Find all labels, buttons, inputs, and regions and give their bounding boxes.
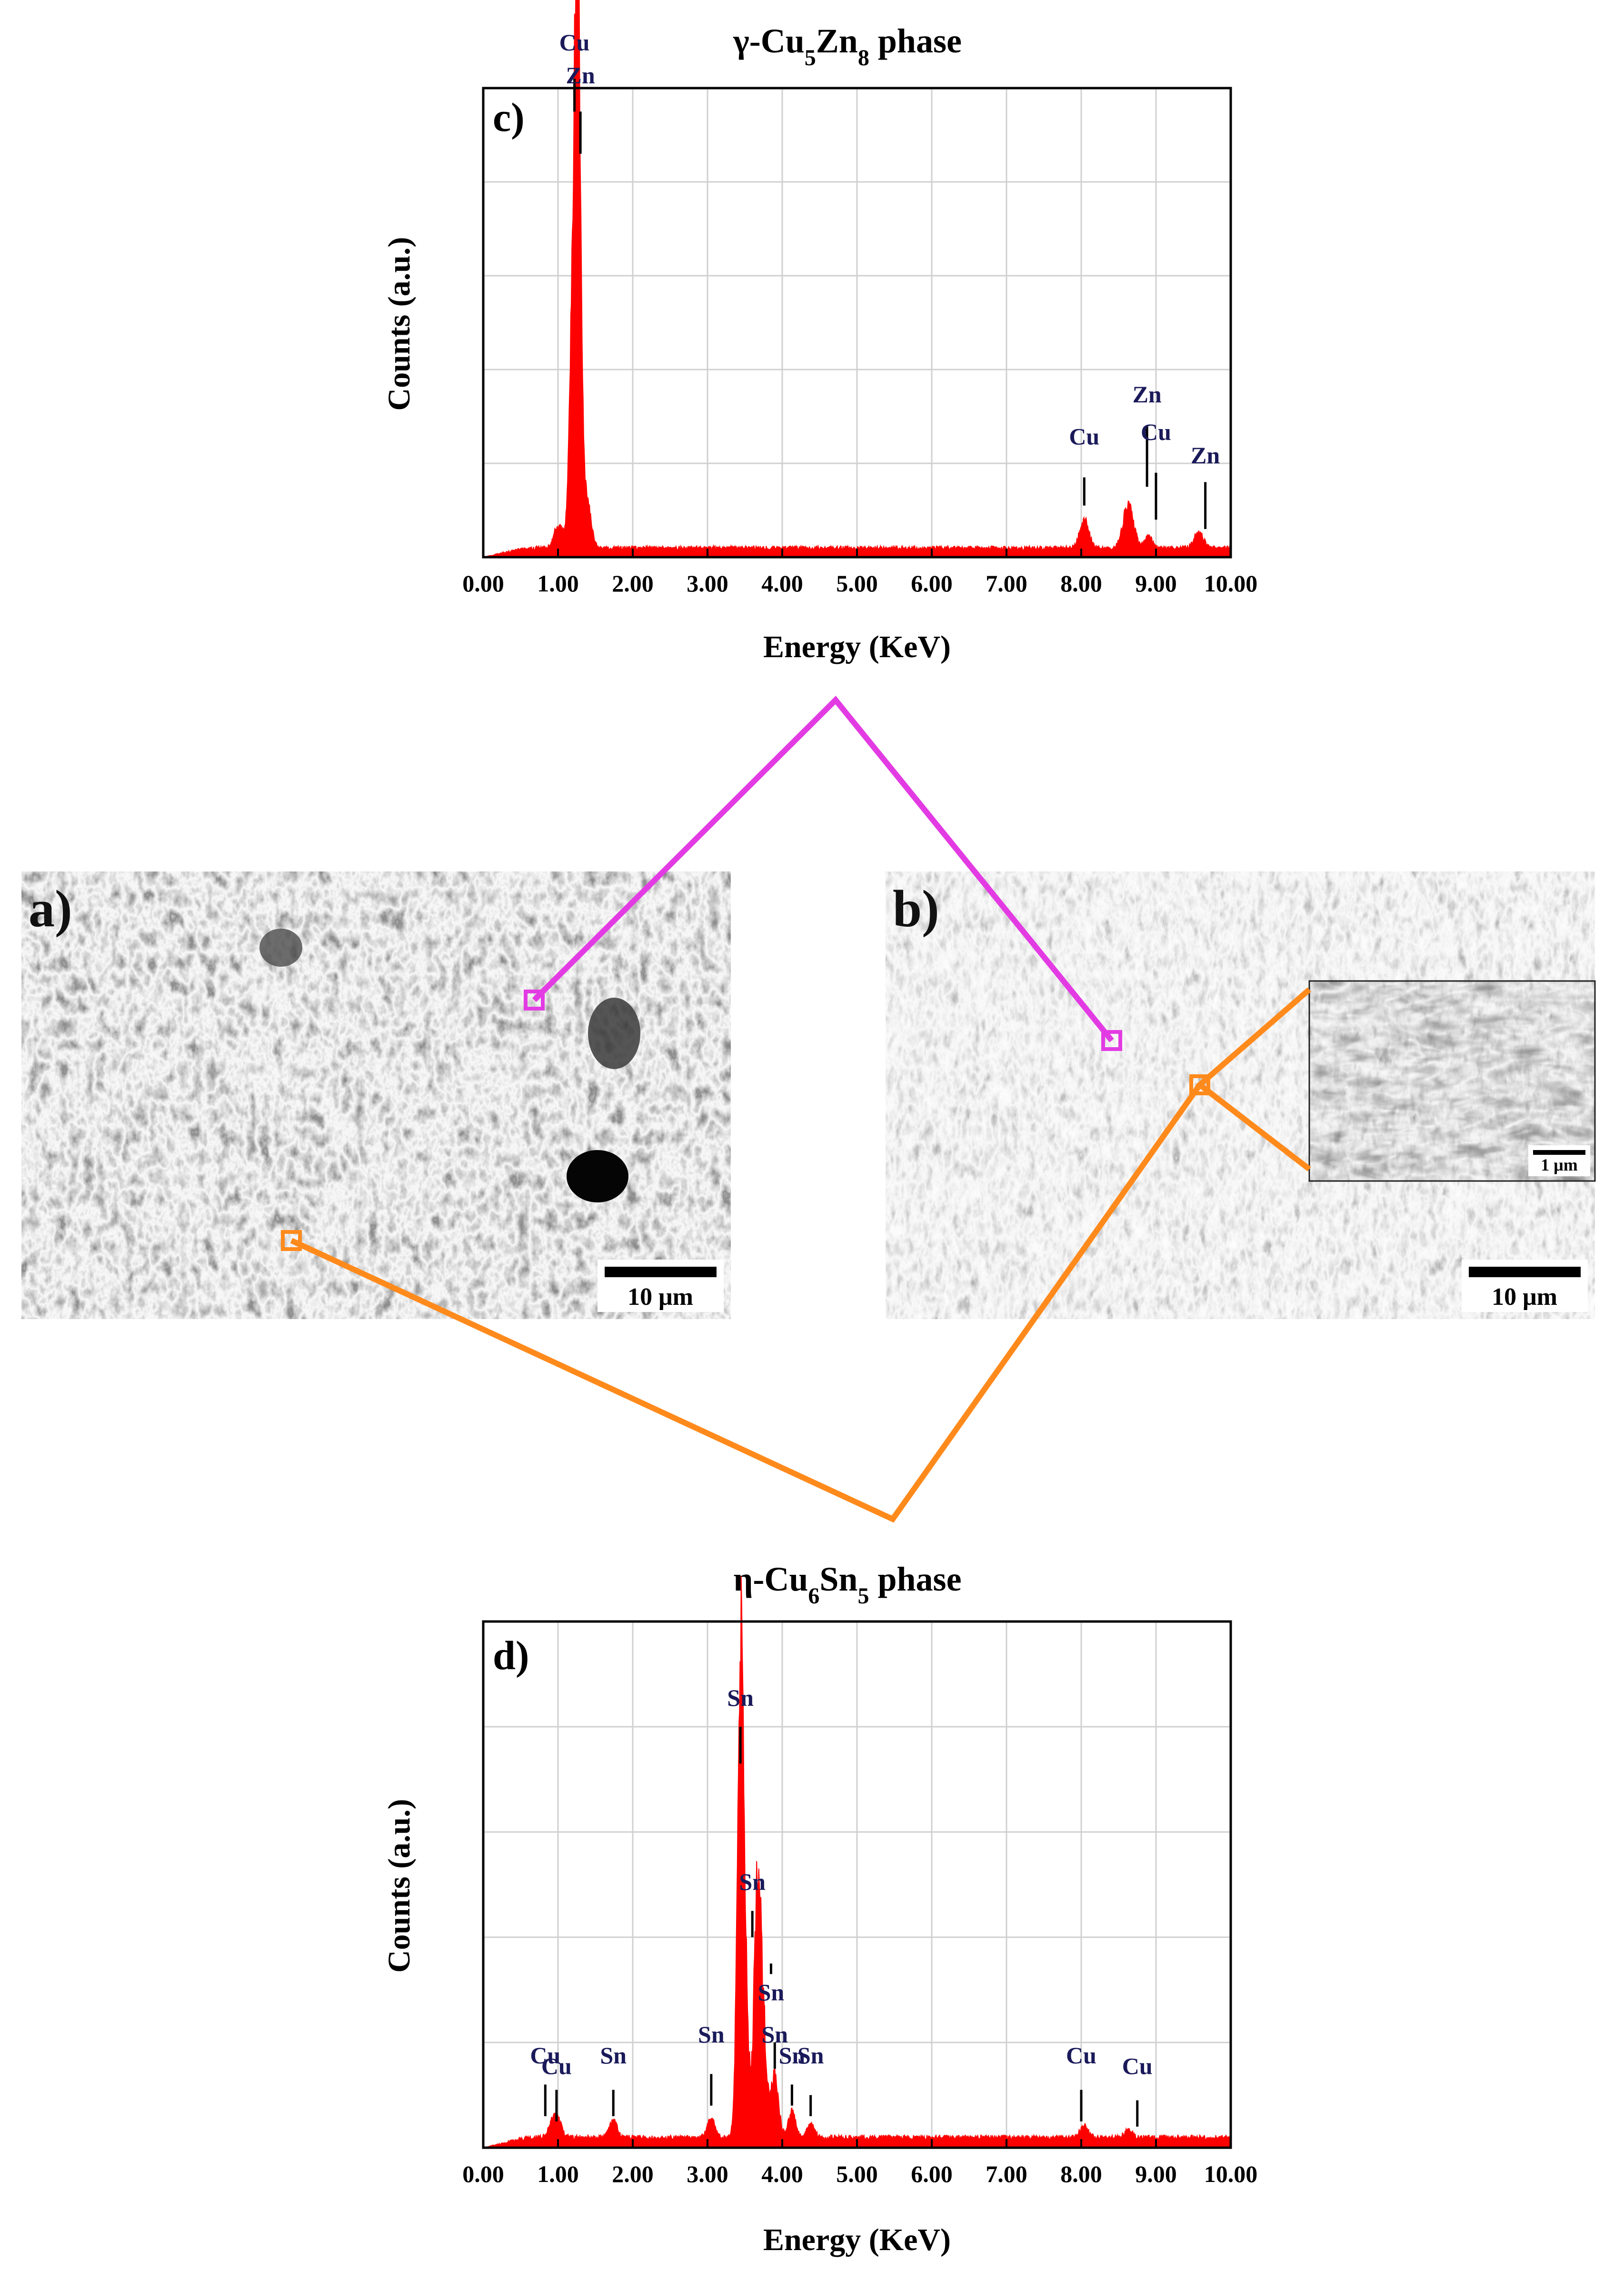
chart-d-peak-label: Sn	[761, 2021, 788, 2048]
eta-connector	[281, 987, 1311, 1523]
gamma-marker-b	[1101, 1030, 1122, 1051]
gamma-connector	[524, 696, 1122, 1051]
chart-d-panel-letter: d)	[493, 1632, 529, 1678]
chart-d-peak-label: Sn	[739, 1869, 766, 1895]
chart-c-spectrum	[483, 0, 1231, 558]
chart-d-peak-label: Sn	[727, 1684, 754, 1711]
chart-d-xtick-label: 8.00	[1060, 2161, 1102, 2187]
chart-d-xtick-label: 2.00	[612, 2161, 654, 2187]
chart-d-xtick-label: 10.00	[1204, 2161, 1258, 2187]
chart-d-peak-label: Sn	[758, 1979, 785, 2006]
sem-a-scalebar	[605, 1267, 717, 1277]
sem-image-a: a) 10 μm	[21, 871, 731, 1319]
chart-c-grid	[483, 88, 1231, 557]
chart-d-grid	[483, 1621, 1231, 2148]
chart-c-xtick-label: 4.00	[761, 570, 803, 597]
chart-d-title: η-Cu6Sn5 phase	[733, 1560, 961, 1609]
sem-a-scalebar-label: 10 μm	[628, 1283, 693, 1311]
chart-d-xtick-label: 7.00	[986, 2161, 1027, 2187]
chart-d-xlabel: Energy (KeV)	[763, 2222, 951, 2257]
chart-d-peak-label: Sn	[698, 2021, 725, 2048]
sem-a-pore	[567, 1150, 628, 1202]
chart-c-xtick-label: 2.00	[612, 570, 654, 597]
chart-d-xtick-label: 6.00	[911, 2161, 953, 2187]
chart-c-peak-labels: Cu Zn Cu Zn Cu Zn	[559, 29, 1220, 529]
chart-c-xtick-label: 8.00	[1060, 570, 1102, 597]
sem-b-scalebar-label: 10 μm	[1492, 1283, 1557, 1311]
chart-d: η-Cu6Sn5 phase d) 0.00 1.00 2.00 3.00 4.00 5.…	[382, 1560, 1257, 2257]
chart-d-xtick-label: 0.00	[462, 2161, 504, 2187]
chart-d-xtick-label: 4.00	[761, 2161, 803, 2187]
chart-d-peak-label: Sn	[600, 2042, 627, 2069]
chart-d-xtick-label: 9.00	[1135, 2161, 1177, 2187]
chart-c-peak-label: Zn	[566, 62, 595, 89]
eta-marker-b	[1189, 1074, 1210, 1095]
chart-c-xtick-label: 10.00	[1204, 570, 1258, 597]
sem-b-scalebar	[1469, 1267, 1581, 1277]
chart-d-peak-label: Cu	[530, 2042, 560, 2069]
chart-d-peak-label: Cu	[541, 2052, 572, 2079]
chart-c-panel-letter: c)	[493, 94, 525, 140]
sem-a-letter: a)	[29, 880, 72, 938]
chart-d-xtick-label: 3.00	[687, 2161, 728, 2187]
chart-c-ticks: 0.00 1.00 2.00 3.00 4.00 5.00 6.00 7.00 8.00 9.00…	[462, 549, 1257, 597]
eta-marker-a	[281, 1230, 302, 1251]
sem-image-b: 1 μm b) 10 μm	[886, 871, 1596, 1319]
chart-c-peak-label: Zn	[1191, 442, 1220, 469]
chart-d-spectrum	[483, 1576, 1231, 2148]
chart-c: γ-Cu5Zn8 phase c) 0.00 1.00 2.00 3.00 4.00 5.…	[382, 0, 1257, 664]
chart-d-peak-label: Sn	[779, 2042, 806, 2069]
chart-c-peak-label: Zn	[1133, 381, 1162, 408]
chart-d-xtick-label: 5.00	[836, 2161, 878, 2187]
chart-c-xtick-label: 1.00	[537, 570, 579, 597]
chart-c-peak-label: Cu	[559, 29, 590, 56]
chart-d-peak-label: Cu	[1122, 2052, 1153, 2079]
chart-c-ylabel: Counts (a.u.)	[382, 237, 417, 411]
chart-c-xtick-label: 3.00	[687, 570, 728, 597]
chart-c-peak-label: Cu	[1141, 419, 1171, 445]
chart-d-ylabel: Counts (a.u.)	[382, 1799, 417, 1973]
gamma-marker-a	[524, 990, 545, 1011]
chart-c-xtick-label: 5.00	[836, 570, 878, 597]
chart-c-xtick-label: 6.00	[911, 570, 953, 597]
chart-c-xtick-label: 7.00	[986, 570, 1027, 597]
chart-d-ticks: 0.00 1.00 2.00 3.00 4.00 5.00 6.00 7.00 8.00 9.00…	[462, 2139, 1257, 2187]
chart-c-title: γ-Cu5Zn8 phase	[733, 22, 962, 70]
chart-c-xtick-label: 0.00	[462, 570, 504, 597]
chart-d-peak-label: Cu	[1066, 2042, 1096, 2069]
chart-c-xlabel: Energy (KeV)	[763, 630, 951, 664]
chart-d-peak-label: Sn	[797, 2042, 824, 2069]
sem-b-inset-scalebar-label: 1 μm	[1541, 1155, 1577, 1174]
sem-b-letter: b)	[893, 880, 939, 938]
sem-b-inset-scalebar	[1533, 1150, 1585, 1155]
chart-c-xtick-label: 9.00	[1135, 570, 1177, 597]
chart-d-xtick-label: 1.00	[537, 2161, 579, 2187]
chart-c-peak-label: Cu	[1069, 423, 1099, 450]
